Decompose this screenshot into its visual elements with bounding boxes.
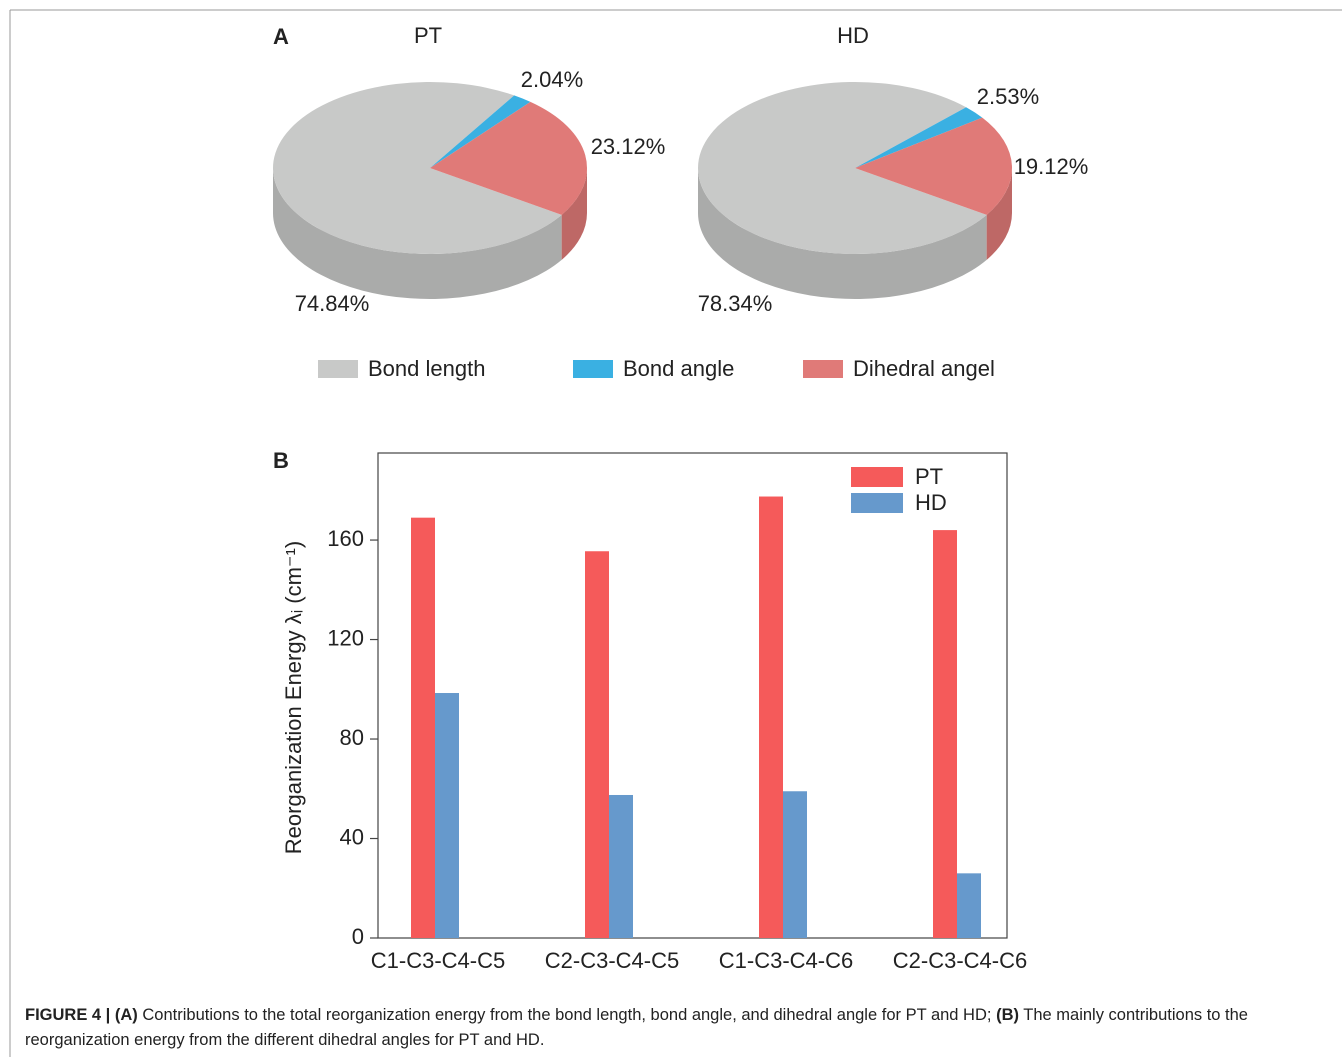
pie-value-label: 23.12%: [591, 134, 666, 159]
panel-label: A: [273, 24, 289, 49]
pie-value-label: 78.34%: [698, 291, 773, 316]
caption-text: The mainly contributions to the reorgani…: [25, 1006, 1248, 1049]
bar: [411, 517, 435, 938]
pie-slice: [430, 95, 531, 168]
pie-side: [561, 168, 587, 260]
pie-value-label: 74.84%: [295, 291, 370, 316]
y-tick-label: 80: [340, 725, 364, 750]
y-axis-label: Reorganization Energy λᵢ (cm⁻¹): [281, 541, 306, 854]
legend-label: Bond length: [368, 356, 485, 381]
bar: [957, 873, 981, 938]
caption-text: Contributions to the total reorganizatio…: [142, 1006, 992, 1024]
y-tick-label: 160: [327, 526, 364, 551]
x-tick-label: C2-C3-C4-C5: [545, 948, 679, 973]
caption-tag: (A): [114, 1006, 138, 1024]
pie-value-label: 19.12%: [1014, 154, 1089, 179]
y-tick-label: 0: [352, 924, 364, 949]
legend-swatch: [573, 360, 613, 378]
caption-tag: (B): [996, 1006, 1019, 1024]
pie-side: [273, 168, 562, 299]
x-tick-label: C2-C3-C4-C6: [893, 948, 1027, 973]
pie-title: HD: [837, 23, 869, 48]
plot-frame: [377, 452, 1008, 939]
bar: [435, 693, 459, 938]
pie-value-label: 2.04%: [521, 67, 583, 92]
bar: [585, 551, 609, 938]
caption: FIGURE 4 | (A) Contributions to the tota…: [25, 1003, 1315, 1053]
pie-title: PT: [414, 23, 442, 48]
pie-slice: [698, 82, 987, 254]
legend-label: Bond angle: [623, 356, 734, 381]
y-tick-label: 120: [327, 625, 364, 650]
bar: [933, 530, 957, 938]
pie-side: [698, 168, 987, 300]
legend-swatch: [803, 360, 843, 378]
legend-swatch: [851, 467, 903, 487]
pie-slice: [855, 107, 983, 168]
legend-swatch: [318, 360, 358, 378]
pie-slice: [855, 117, 1013, 215]
x-tick-label: C1-C3-C4-C6: [719, 948, 853, 973]
bar: [783, 791, 807, 938]
caption-figure: FIGURE 4 |: [25, 1006, 111, 1024]
pie-side: [986, 168, 1012, 260]
bar: [759, 496, 783, 938]
legend-label: Dihedral angel: [853, 356, 995, 381]
legend-label: HD: [915, 490, 947, 515]
legend-swatch: [851, 493, 903, 513]
legend-label: PT: [915, 464, 943, 489]
pie-slice: [273, 82, 562, 254]
bar: [609, 794, 633, 938]
pie-slice: [430, 101, 587, 215]
y-tick-label: 40: [340, 824, 364, 849]
pie-value-label: 2.53%: [977, 84, 1039, 109]
panel-label: B: [273, 448, 289, 473]
x-tick-label: C1-C3-C4-C5: [371, 948, 505, 973]
